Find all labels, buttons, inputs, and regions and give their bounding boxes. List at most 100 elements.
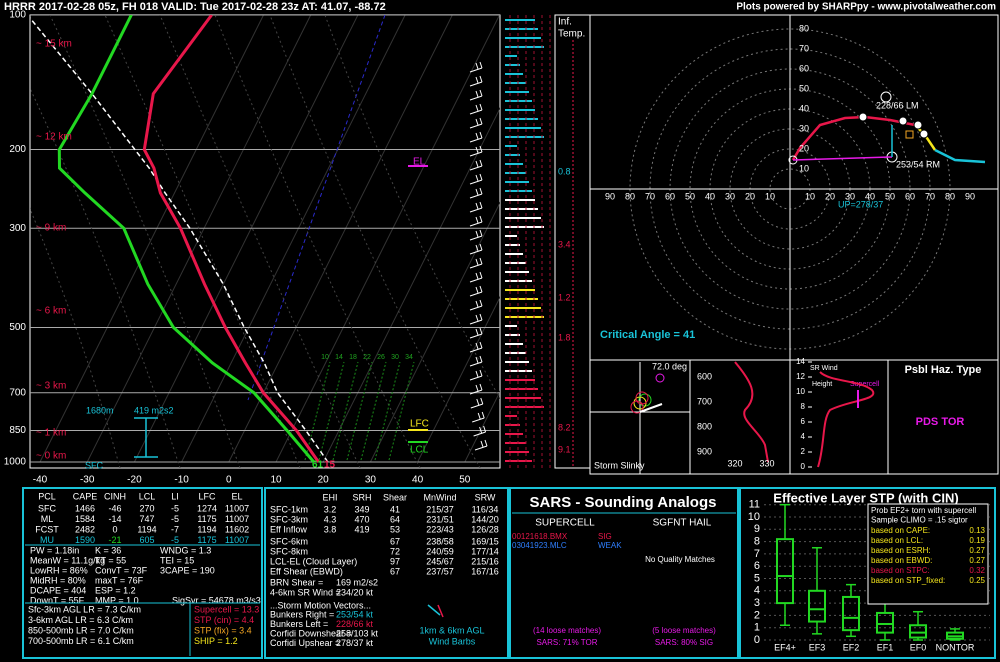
wind-barb [476,398,480,406]
label: 270 [139,503,154,513]
label: Wind Barbs [429,636,476,646]
label: 67 [390,536,400,546]
wind-barb [469,305,483,311]
wind-barb [479,131,483,139]
wind-barb [469,165,483,171]
label: 3CAPE = 190 [160,565,215,575]
label: Effective Layer STP (with CIN) [773,490,958,505]
label: 30 [799,123,809,133]
wind-barb [479,187,483,195]
label: Sample CLIMO = .15 sigtor [871,516,968,525]
wind-barb [470,403,483,409]
label: SRW [475,492,496,502]
wind-barb [475,314,479,322]
lm-marker [880,91,892,103]
label: SFC-8km [270,546,308,556]
label: LCL [139,491,156,501]
wind-barb [472,417,485,423]
wind-barb [479,285,483,293]
wind-barb [469,109,483,115]
label: Eff Shear (EBWD) [270,566,343,576]
label: ML [41,514,54,524]
label: 20 [745,191,755,201]
mixing-ratio-label: 10 [321,354,329,361]
label: Sfc-3km AGL LR = 7.3 C/km [28,604,141,614]
isotherm [133,15,359,463]
label: 30 [725,191,735,201]
slinky-tick: 800 [697,421,712,431]
label: maxT = 76F [95,575,144,585]
pressure-tick-label: 200 [9,144,26,155]
label: 80 [799,23,809,33]
label: 245/67 [426,556,454,566]
label: 14 [796,357,805,366]
temp-tick-label: -40 [33,475,48,486]
height-label: ~ 12 km [36,132,72,143]
wind-barb [473,431,486,437]
wind-barb [474,445,488,451]
label: HRRR 2017-02-28 05z, FH 018 VALID: Tue 2… [4,1,386,13]
label: Critical Angle = 41 [600,329,695,341]
label: (14 loose matches) [533,626,601,635]
label: -46 [108,503,121,513]
wind-barb [475,356,479,364]
label: 1590 [75,535,95,545]
label: TEI = 15 [160,555,194,565]
temp-tick-label: -10 [174,475,189,486]
label: 320 [727,458,742,468]
label: 50 [799,83,809,93]
mixing-ratio-label: 18 [349,354,357,361]
label: 40 [865,191,875,201]
label: 1194 [197,524,216,534]
wind-barb [475,62,479,70]
label: -14 [108,514,121,524]
label: 747 [139,514,154,524]
label: 50 [885,191,895,201]
label: SFC-1km [270,504,308,514]
stp-box [876,611,894,634]
parcel-trace [30,16,329,463]
isotherm [228,15,453,463]
wind-barb [479,159,483,167]
label: 11007 [225,503,249,513]
wind-barb [475,202,479,210]
slinky-tick: 900 [697,446,712,456]
label: 20 [799,143,809,153]
rule [792,156,893,161]
inferred-temp-value: 8.2 [558,422,571,432]
mixing-ratio-line [346,361,373,461]
wind-barb [479,117,483,125]
label: 97 [390,556,400,566]
label: 231/51 [426,514,454,524]
wind-barb [469,179,483,185]
label: 3 [754,597,760,609]
sr-profile [817,371,875,468]
label: 53 [390,524,400,534]
label: Eff Inflow [270,524,307,534]
label: 605 [139,535,154,545]
label: based on STPC: [871,566,930,575]
wind-barb [479,355,483,363]
label: 4-6km SR Wind = [270,587,341,597]
label: No Quality Matches [645,555,715,564]
wind-barb [469,81,483,87]
label: 0.27 [969,556,985,565]
wind-barb [479,257,483,265]
dry-adiabat [269,15,481,468]
label: 11602 [225,524,249,534]
label: 4 [754,585,760,597]
label: 237/57 [426,566,454,576]
wind-barb [479,426,483,434]
wind-barb [479,383,483,391]
label: 228/66 LM [876,100,919,110]
slinky-tick: 700 [697,396,712,406]
wind-barb [469,347,483,353]
label: EF3 [809,642,826,652]
wind-barb [475,300,479,308]
label: SUPERCELL [535,518,595,529]
wind-barb [479,75,483,83]
wind-barb [475,188,479,196]
slinky-ring [655,373,665,383]
label: 144/20 [471,514,499,524]
hodo-marker [919,129,929,139]
